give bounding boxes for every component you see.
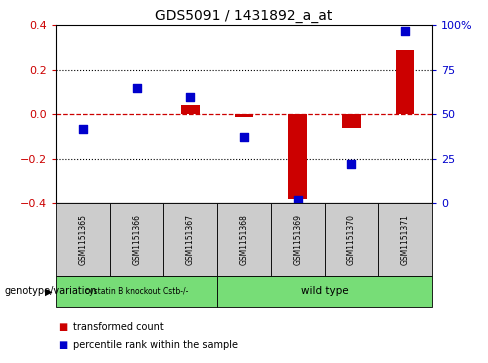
Text: percentile rank within the sample: percentile rank within the sample [73,340,238,350]
Text: ■: ■ [59,340,68,350]
Text: ▶: ▶ [45,286,53,296]
Title: GDS5091 / 1431892_a_at: GDS5091 / 1431892_a_at [155,9,333,23]
Point [79,126,87,131]
Point [347,161,355,167]
Point [401,28,409,34]
Text: GSM1151371: GSM1151371 [401,214,409,265]
Bar [163,203,217,276]
Bar [110,203,163,276]
Bar [235,114,253,117]
Bar [396,50,414,114]
Text: transformed count: transformed count [73,322,164,332]
Text: GSM1151370: GSM1151370 [347,214,356,265]
Text: GSM1151369: GSM1151369 [293,214,302,265]
Bar [217,203,271,276]
Text: GSM1151366: GSM1151366 [132,214,141,265]
Point [240,135,248,140]
Point [294,197,302,203]
Bar [288,114,307,199]
Text: wild type: wild type [301,286,348,296]
Bar [378,203,432,276]
Bar [181,105,200,114]
Bar [217,276,432,307]
Text: ■: ■ [59,322,68,332]
Text: GSM1151365: GSM1151365 [79,214,87,265]
Bar [325,203,378,276]
Bar [56,276,217,307]
Point [186,94,194,99]
Point [133,85,141,90]
Text: cystatin B knockout Cstb-/-: cystatin B knockout Cstb-/- [85,287,188,296]
Text: GSM1151367: GSM1151367 [186,214,195,265]
Text: genotype/variation: genotype/variation [5,286,98,296]
Bar [56,203,110,276]
Text: GSM1151368: GSM1151368 [240,214,248,265]
Bar [342,114,361,128]
Bar [271,203,325,276]
